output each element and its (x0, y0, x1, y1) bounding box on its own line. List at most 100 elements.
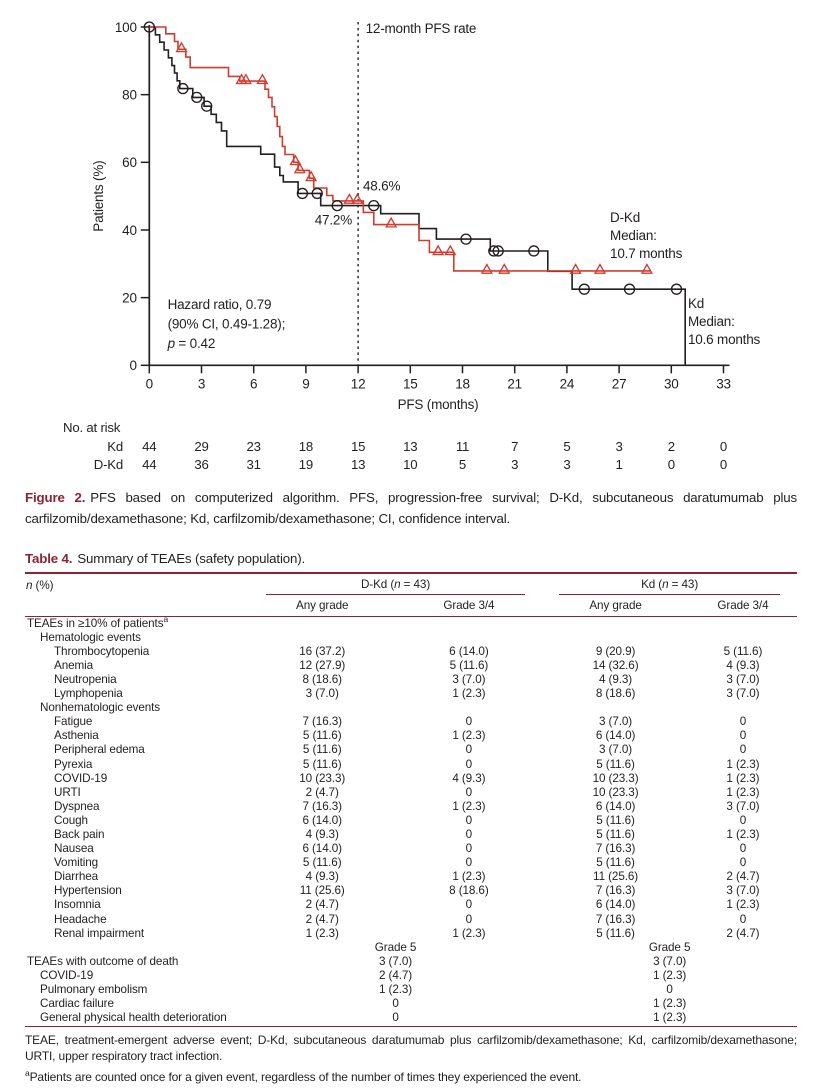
cell-value: 3 (7.0) (379, 954, 413, 968)
risk-count: 10 (403, 457, 417, 472)
cell-value: 6 (14.0) (595, 898, 636, 912)
table-header: n (%) D-Kd (n = 43) Kd (n = 43) Any grad… (25, 573, 797, 617)
cell-value: 4 (9.3) (452, 771, 486, 785)
risk-count: 19 (299, 457, 313, 472)
cell-value: 4 (9.3) (305, 870, 339, 884)
dkd-censor-triangle (343, 193, 356, 204)
row-label: Back pain (54, 828, 105, 841)
cell-value: 3 (7.0) (599, 743, 633, 757)
cell-value: 0 (739, 842, 747, 856)
cell-value: 7 (16.3) (595, 912, 636, 926)
risk-count: 3 (616, 439, 623, 454)
row-label: Peripheral edema (54, 743, 145, 757)
dkd-censor-triangle (640, 263, 653, 274)
x-tick-label: 9 (302, 376, 309, 391)
twelve-month-pfs-rate-label: 12-month PFS rate (366, 21, 477, 36)
cell-value: 1 (2.3) (653, 997, 687, 1011)
table-row: Cough 6 (14.0) 0 5 (11.6) 0 (25, 814, 797, 828)
cell-value: 8 (18.6) (449, 884, 489, 898)
risk-count: 18 (299, 439, 313, 454)
row-label: Fatigue (54, 715, 93, 729)
table-row: Neutropenia 8 (18.6) 3 (7.0) 4 (9.3) 3 (7.0) (25, 673, 797, 687)
cell-value: 6 (14.0) (449, 644, 489, 658)
cell-value: 1 (2.3) (726, 771, 760, 785)
x-axis-label: PFS (months) (398, 397, 479, 412)
table-label: Table 4. (25, 551, 73, 566)
dkd-censor-triangle (305, 170, 318, 182)
table-row: Dyspnea 7 (16.3) 1 (2.3) 6 (14.0) 3 (7.0) (25, 800, 797, 814)
cell-value: 0 (465, 828, 473, 841)
cell-value: 4 (9.3) (726, 658, 760, 672)
cell-value: 2 (4.7) (726, 870, 760, 884)
cell-value: 1 (2.3) (726, 898, 760, 912)
kd-curve (149, 26, 686, 366)
cell-value: 0 (465, 842, 473, 856)
table-row: Renal impairment 1 (2.3) 1 (2.3) 5 (11.6) 2 … (25, 927, 797, 941)
cell-value: 11 (25.6) (299, 884, 345, 898)
risk-count: 3 (563, 457, 570, 472)
row-label: Hypertension (54, 884, 122, 898)
group-kd-n: n (662, 578, 669, 591)
kd-censor-circle (177, 82, 189, 95)
table-row: Pyrexia 5 (11.6) 0 5 (11.6) 1 (2.3) (25, 758, 797, 772)
figure-caption-text: PFS based on computerized algorithm. PFS… (25, 490, 797, 526)
superscript-a: a (163, 613, 169, 624)
y-tick-label: 40 (122, 223, 137, 238)
cell-value: 0 (739, 729, 747, 743)
dkd-censor-triangle (569, 263, 582, 274)
kd-censor-circle (460, 233, 472, 245)
cell-value: 4 (9.3) (599, 672, 633, 686)
kd-censor-circle (331, 199, 343, 212)
dkd-censor-triangle (351, 193, 364, 204)
cell-value: 5 (11.6) (302, 743, 342, 757)
y-tick-label: 100 (115, 20, 137, 35)
kd-12m-rate-label: 47.2% (315, 213, 352, 228)
cell-value: 3 (7.0) (726, 687, 760, 701)
row-label: COVID-19 (40, 968, 94, 982)
risk-count: 36 (194, 457, 208, 472)
risk-count: 44 (142, 439, 156, 454)
dkd-censor-triangle (289, 154, 302, 166)
dkd-censor-triangle (256, 73, 269, 85)
table-row: Lymphopenia 3 (7.0) 1 (2.3) 8 (18.6) 3 (7.0) (25, 687, 797, 701)
dkd-median-label: D-Kd Median: 10.7 months (610, 210, 683, 261)
cell-value: 0 (666, 983, 673, 997)
cell-value: 2 (4.7) (726, 926, 760, 940)
kd-censor-circle (623, 283, 636, 295)
figure-caption: Figure 2. PFS based on computerized algor… (25, 487, 797, 529)
cell-value: 3 (7.0) (305, 687, 339, 701)
cell-value: 3 (7.0) (599, 715, 633, 729)
row-label: Headache (54, 912, 107, 926)
kd-censor-circle (296, 187, 309, 200)
cell-value: 6 (14.0) (595, 799, 636, 813)
row-label: Dyspnea (54, 799, 100, 813)
cell-value: 0 (465, 743, 473, 757)
table-title: Table 4. Summary of TEAEs (safety populat… (25, 551, 797, 566)
cell-value: 1 (2.3) (653, 968, 687, 982)
risk-count: 15 (351, 439, 365, 454)
survival-curves (149, 26, 686, 366)
header-n-pct: n (%) (25, 573, 249, 617)
axes: 0 3 6 9 12 15 18 21 24 27 30 33 0 20 40 60 80 100 PFS (mon… (91, 20, 731, 412)
y-axis-label: Patients (%) (91, 161, 106, 232)
risk-count: 13 (351, 457, 365, 472)
kd-censor-circle (488, 245, 500, 257)
reference-line-12-months: 12-month PFS rate (357, 21, 477, 366)
table-row: COVID-19 2 (4.7) 1 (2.3) (25, 969, 797, 983)
x-tick-label: 33 (716, 376, 731, 391)
table-row: TEAEs with outcome of death 3 (7.0) 3 (7.0… (25, 955, 797, 969)
table-row: COVID-19 10 (23.3) 4 (9.3) 10 (23.3) 1 (2.3) (25, 772, 797, 786)
table-row: Thrombocytopenia 16 (37.2) 6 (14.0) 9 (20.9… (25, 645, 797, 659)
hazard-ratio-label: Hazard ratio, 0.79 (90% CI, 0.49-1.28); p … (167, 297, 286, 351)
cell-value: 5 (11.6) (302, 729, 342, 743)
x-tick-label: 24 (560, 376, 575, 391)
kd-censor-circle (528, 245, 540, 257)
cell-value: 5 (11.6) (596, 856, 635, 870)
x-tick-label: 30 (664, 376, 679, 391)
table-row: Headache 2 (4.7) 0 7 (16.3) 0 (25, 913, 797, 927)
table-row: Grade 5 Grade 5 (25, 941, 797, 955)
subheader-dkd-grade-3-4: Grade 3/4 (443, 599, 495, 612)
cell-value: 5 (11.6) (596, 926, 635, 940)
y-tick-label: 20 (122, 290, 137, 305)
